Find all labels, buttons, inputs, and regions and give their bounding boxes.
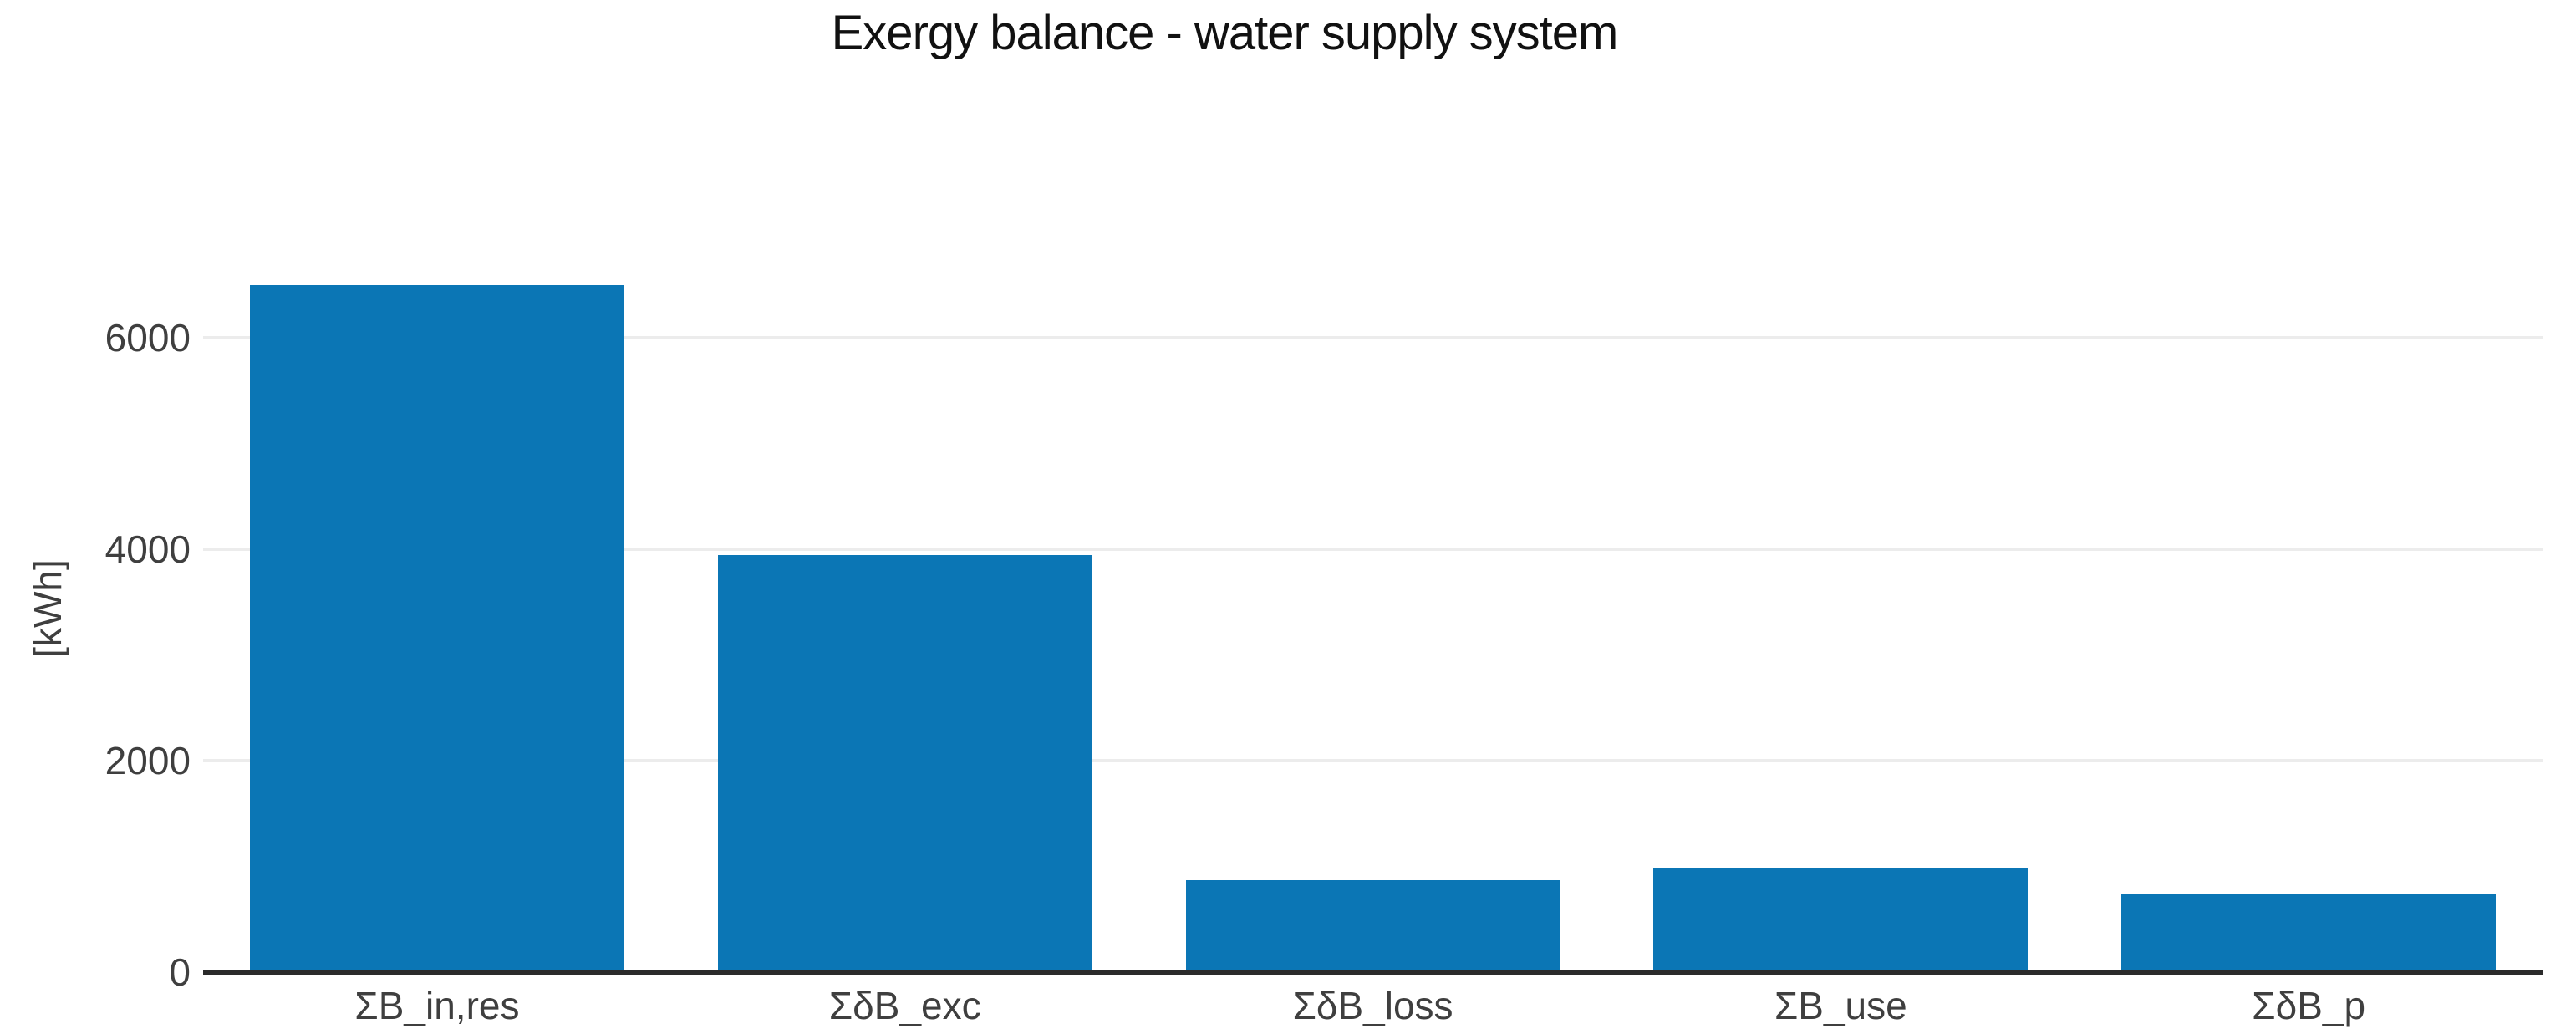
gridline-4000	[203, 548, 2543, 552]
plot-area	[203, 245, 2543, 975]
x-tick-label-5: ΣδB_p	[2252, 984, 2366, 1027]
y-axis-ticks: 0 2000 4000 6000	[0, 245, 191, 991]
gridline-2000	[203, 759, 2543, 763]
bar-4	[1653, 867, 2029, 972]
y-tick-label-2000: 2000	[104, 739, 191, 783]
y-tick-label-6000: 6000	[104, 316, 191, 360]
chart-title: Exergy balance - water supply system	[831, 6, 1619, 60]
gridline-6000	[203, 336, 2543, 340]
x-axis-labels: ΣB_in,res ΣδB_exc ΣδB_loss ΣB_use ΣδB_p	[203, 986, 2543, 1033]
bar-3	[1185, 880, 1560, 972]
bar-1	[249, 285, 624, 972]
x-tick-label-1: ΣB_in,res	[354, 984, 520, 1027]
x-axis-line	[203, 970, 2543, 975]
bar-5	[2121, 894, 2496, 972]
x-tick-label-3: ΣδB_loss	[1292, 984, 1453, 1027]
y-tick-label-0: 0	[169, 950, 191, 994]
y-tick-label-4000: 4000	[104, 527, 191, 572]
x-tick-label-2: ΣδB_exc	[828, 984, 981, 1027]
bar-2	[717, 554, 1092, 972]
x-tick-label-4: ΣB_use	[1774, 984, 1907, 1027]
